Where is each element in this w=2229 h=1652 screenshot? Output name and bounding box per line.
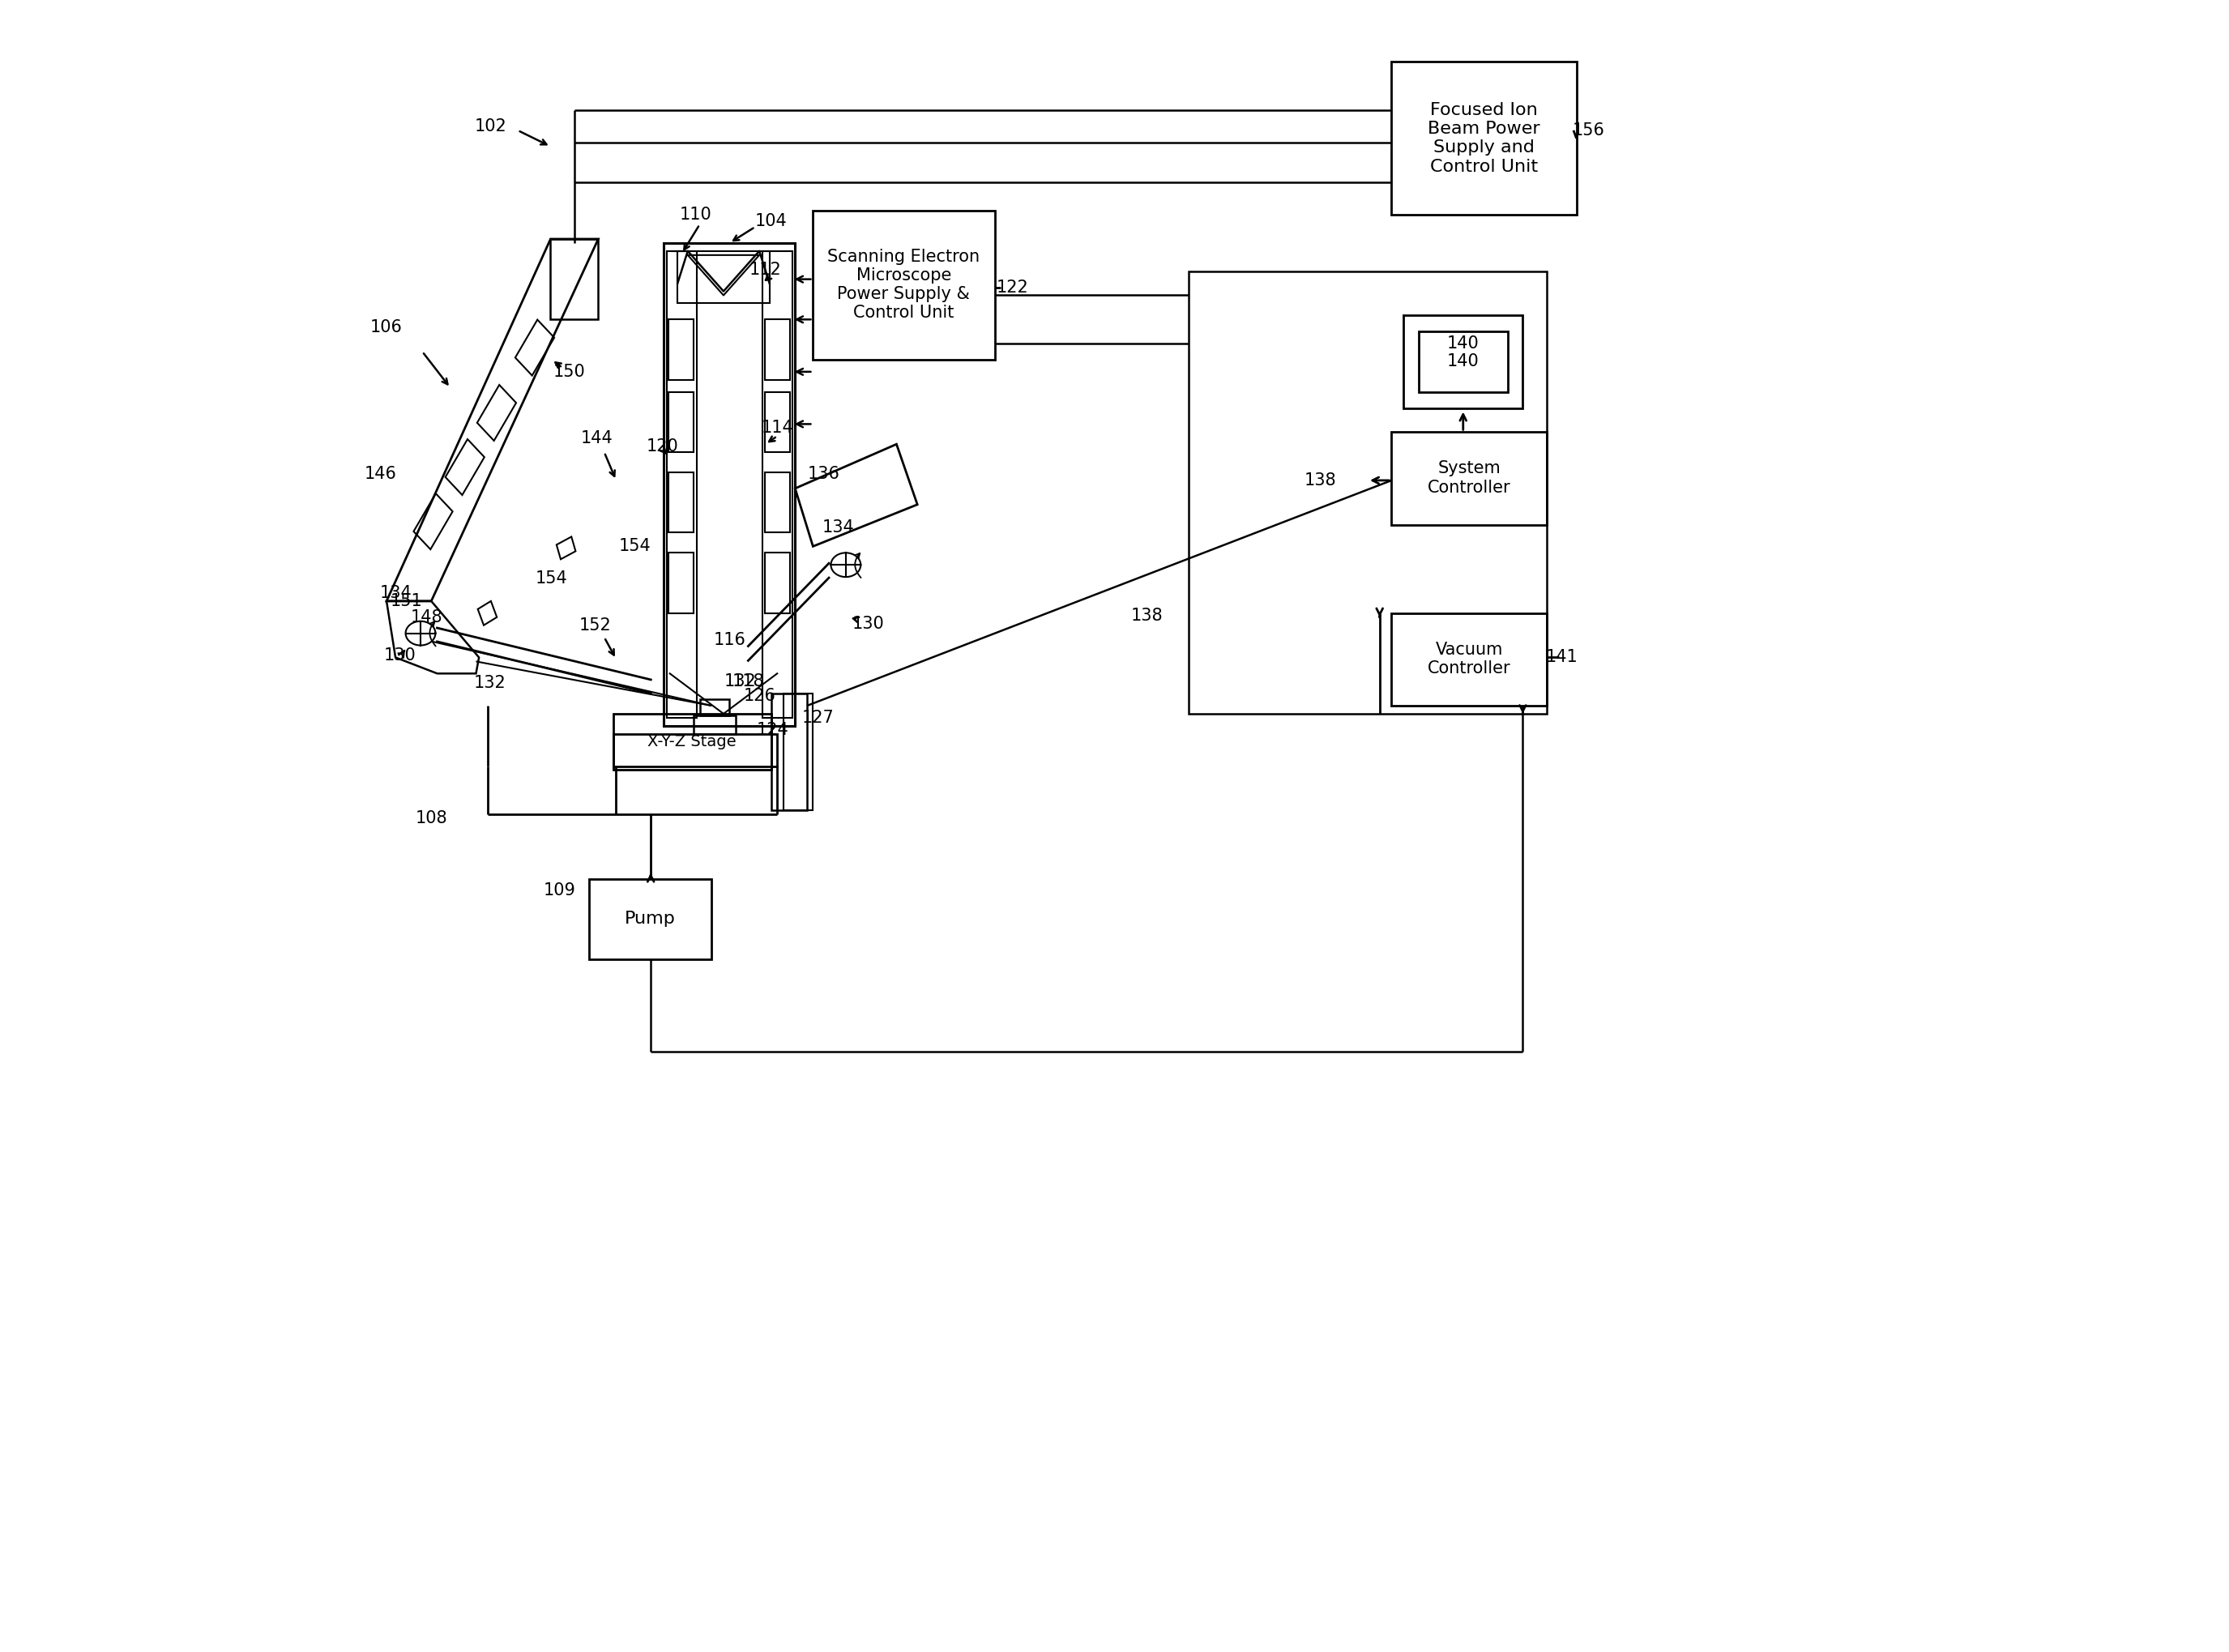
Text: 154: 154 (535, 570, 568, 586)
Text: 122: 122 (996, 279, 1030, 296)
Text: 140: 140 (1447, 354, 1480, 370)
Text: 144: 144 (582, 431, 613, 446)
Text: Scanning Electron
Microscope
Power Supply &
Control Unit: Scanning Electron Microscope Power Suppl… (827, 248, 981, 320)
Text: 150: 150 (553, 363, 586, 380)
Bar (669, 472, 693, 532)
Text: 102: 102 (475, 119, 506, 134)
Text: 154: 154 (620, 539, 651, 555)
Text: 146: 146 (363, 466, 397, 482)
Bar (669, 392, 693, 453)
Text: 116: 116 (713, 631, 747, 648)
Text: 130: 130 (851, 616, 885, 631)
Text: 134: 134 (823, 519, 854, 535)
Text: 106: 106 (370, 319, 403, 335)
Bar (765, 319, 791, 380)
Bar (613, 714, 771, 770)
Bar (765, 392, 791, 453)
Bar (693, 715, 736, 733)
Text: 138: 138 (1304, 472, 1335, 489)
Bar (1188, 271, 1547, 714)
Bar (664, 243, 796, 725)
Text: 112: 112 (749, 261, 782, 278)
Bar (765, 553, 791, 613)
Bar (762, 251, 791, 717)
Bar (765, 472, 791, 532)
Text: 109: 109 (544, 882, 575, 899)
Text: 136: 136 (807, 466, 840, 482)
Bar (1404, 316, 1522, 408)
Text: 104: 104 (756, 213, 787, 230)
Text: 148: 148 (410, 610, 444, 626)
Bar (588, 879, 711, 960)
Text: 152: 152 (580, 618, 611, 633)
Text: 130: 130 (383, 648, 417, 664)
Text: 140: 140 (1447, 335, 1480, 352)
Text: Vacuum
Controller: Vacuum Controller (1427, 641, 1511, 677)
Bar (613, 733, 778, 767)
Text: 114: 114 (760, 420, 794, 436)
Bar (669, 319, 693, 380)
Text: Pump: Pump (624, 910, 675, 927)
Text: 132: 132 (724, 674, 756, 689)
Text: 134: 134 (379, 585, 412, 601)
Bar (1391, 433, 1547, 525)
Bar (771, 694, 807, 811)
Text: 156: 156 (1571, 122, 1605, 139)
Text: 110: 110 (680, 206, 711, 223)
Bar (669, 553, 693, 613)
Text: 126: 126 (742, 687, 776, 704)
Text: 138: 138 (1130, 608, 1164, 624)
Bar (782, 694, 814, 811)
Text: 132: 132 (473, 676, 506, 691)
Bar (700, 699, 729, 715)
Bar (666, 251, 698, 717)
Text: 151: 151 (390, 593, 421, 610)
Bar (678, 251, 769, 304)
Text: 124: 124 (756, 722, 789, 738)
Text: 141: 141 (1545, 649, 1578, 666)
Text: System
Controller: System Controller (1427, 461, 1511, 496)
Bar (1418, 332, 1507, 392)
Bar (1391, 63, 1576, 215)
Text: 120: 120 (646, 438, 680, 454)
Text: 127: 127 (802, 710, 834, 725)
Text: 108: 108 (415, 809, 448, 826)
Text: X-Y-Z Stage: X-Y-Z Stage (646, 733, 736, 750)
Bar (814, 211, 994, 360)
Bar (1391, 613, 1547, 705)
Text: Focused Ion
Beam Power
Supply and
Control Unit: Focused Ion Beam Power Supply and Contro… (1429, 102, 1540, 175)
Text: 118: 118 (733, 674, 765, 689)
